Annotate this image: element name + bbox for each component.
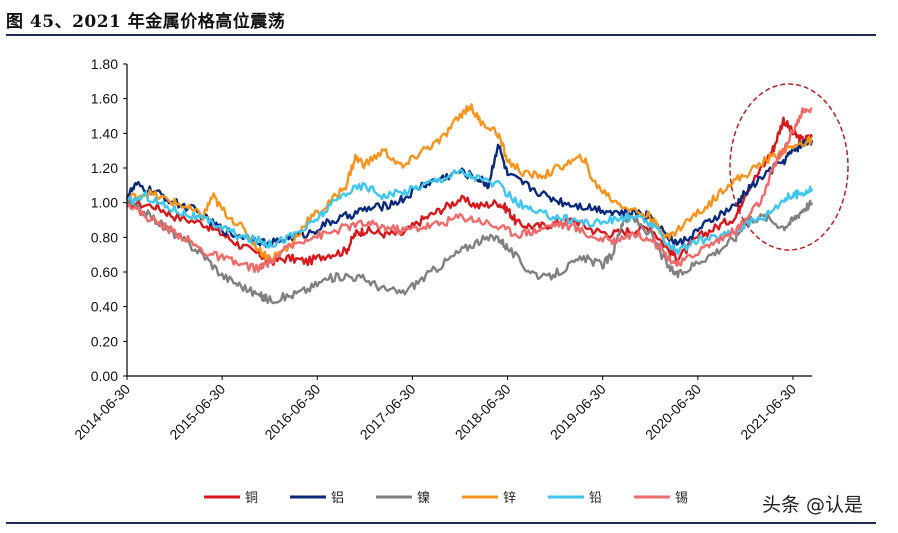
y-tick-label: 1.20 [91,160,118,176]
series-line-4 [126,168,814,256]
y-tick-label: 0.40 [91,299,118,315]
y-tick-label: 1.40 [91,125,118,141]
x-tick-label: 2019-06-30 [547,381,609,443]
legend-label: 镍 [417,491,430,506]
x-tick-label: 2014-06-30 [71,381,133,443]
legend: 铜铝镍锌铅锡 [204,491,688,506]
x-tick-label: 2021-06-30 [737,381,799,443]
x-tick-label: 2018-06-30 [452,381,514,443]
y-tick-label: 0.20 [91,333,118,349]
highlight-ellipse [729,83,849,251]
y-tick-label: 1.60 [91,91,118,107]
series-line-5 [126,107,813,273]
series-line-0 [126,116,814,267]
watermark: 头条 @认是 [762,494,864,516]
series-line-2 [125,198,814,305]
y-tick-label: 0.80 [91,229,118,245]
x-tick-label: 2020-06-30 [642,381,704,443]
y-tick-label: 0.60 [91,264,118,280]
legend-label: 铅 [589,491,602,506]
chart-title: 图 45、2021 年金属价格高位震荡 [6,12,286,32]
series-lines [125,103,814,305]
y-tick-label: 0.00 [91,368,118,384]
y-axis-ticks: 0.00 0.20 0.40 0.60 0.80 1.00 1.20 1.40 1.60 1.80 [91,56,127,384]
top-rule [6,34,876,36]
legend-label: 锡 [675,491,688,506]
y-tick-label: 1.00 [91,195,118,211]
series-line-3 [126,103,813,262]
legend-label: 铜 [245,491,258,506]
legend-label: 铝 [331,491,344,506]
x-axis-ticks: 2014-06-30 2015-06-30 2016-06-30 2017-06-30… [71,376,799,443]
x-tick-label: 2016-06-30 [261,381,323,443]
legend-label: 锌 [503,491,516,506]
y-tick-label: 1.80 [91,56,118,72]
bottom-rule [6,522,876,524]
x-tick-label: 2015-06-30 [166,381,228,443]
x-tick-label: 2017-06-30 [357,381,419,443]
